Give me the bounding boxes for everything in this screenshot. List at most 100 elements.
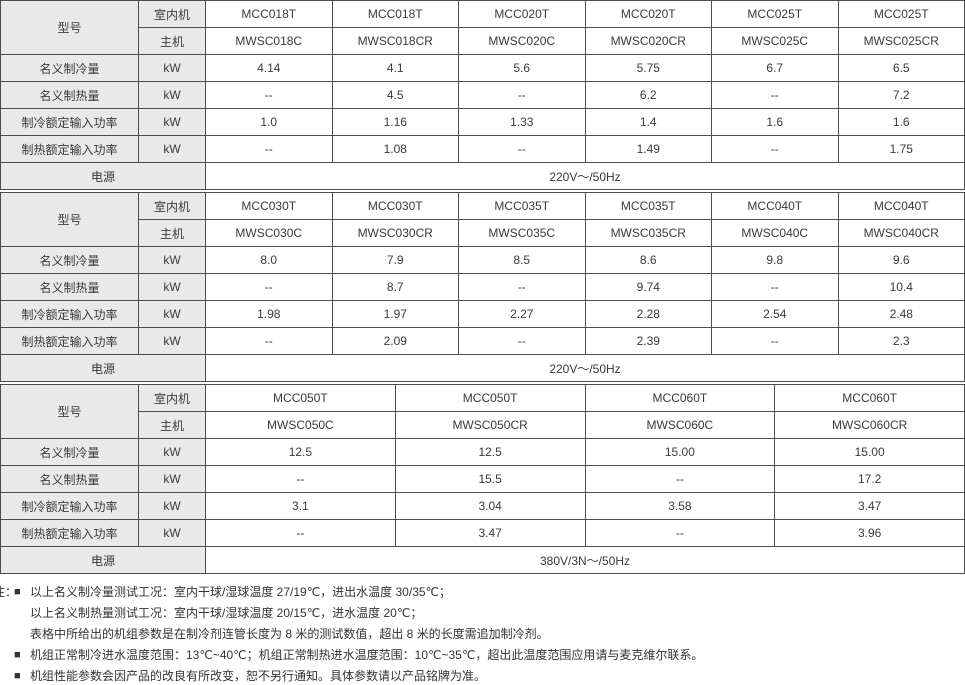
row-label-heating-input: 制热额定输入功率 <box>0 519 139 547</box>
value-cell: 1.6 <box>837 108 965 136</box>
row-label-heating: 名义制热量 <box>0 273 139 301</box>
table-row: 名义制热量 kW -- 15.5 -- 17.2 <box>0 465 965 493</box>
row-label-cooling: 名义制冷量 <box>0 54 139 82</box>
row-label-power: 电源 <box>0 546 206 574</box>
model-cell: MWSC060C <box>584 411 776 439</box>
model-cell: MCC060T <box>584 384 776 412</box>
model-cell: MCC050T <box>205 384 396 412</box>
table-row: 制热额定输入功率 kW -- 2.09 -- 2.39 -- 2.3 <box>0 327 965 355</box>
note-line: 注： ■ 以上名义制冷量测试工况：室内干球/湿球温度 27/19℃，进出水温度 … <box>0 582 965 603</box>
value-cell: 4.1 <box>331 54 459 82</box>
note-text: 机组性能参数会因产品的改良有所改变，恕不另行通知。具体参数请以产品铭牌为准。 <box>30 669 487 683</box>
row-label-cooling: 名义制冷量 <box>0 438 139 466</box>
model-cell: MWSC040CR <box>837 219 965 247</box>
model-cell: MWSC040C <box>711 219 839 247</box>
note-line: ■ 机组正常制冷进水温度范围：13℃~40℃；机组正常制热进水温度范围：10℃~… <box>0 645 965 666</box>
note-text: 表格中所给出的机组参数是在制冷剂连管长度为 8 米的测试数值，超出 8 米的长度… <box>30 627 549 641</box>
table-row: 制热额定输入功率 kW -- 1.08 -- 1.49 -- 1.75 <box>0 135 965 163</box>
power-value-cell: 220V～/50Hz <box>205 354 965 382</box>
table-row: 制冷额定输入功率 kW 1.98 1.97 2.27 2.28 2.54 2.4… <box>0 300 965 328</box>
value-cell: -- <box>711 273 839 301</box>
model-cell: MWSC020C <box>458 27 586 55</box>
row-label-power: 电源 <box>0 162 206 190</box>
row-label-power: 电源 <box>0 354 206 382</box>
table-row: 型号 室内机 MCC018T MCC018T MCC020T MCC020T M… <box>0 0 965 55</box>
value-cell: 7.2 <box>837 81 965 109</box>
value-cell: -- <box>205 135 333 163</box>
model-cell: MWSC050CR <box>394 411 586 439</box>
note-bullet: ■ <box>14 586 21 598</box>
value-cell: 15.5 <box>394 465 586 493</box>
unit-cell: kW <box>138 246 206 274</box>
row-label-cooling-input: 制冷额定输入功率 <box>0 300 139 328</box>
model-cell: MCC020T <box>458 0 586 28</box>
value-cell: 3.47 <box>774 492 965 520</box>
value-cell: 2.3 <box>837 327 965 355</box>
footnotes: 注： ■ 以上名义制冷量测试工况：室内干球/湿球温度 27/19℃，进出水温度 … <box>0 582 965 685</box>
value-cell: -- <box>205 327 333 355</box>
value-cell: 8.0 <box>205 246 333 274</box>
row-label-model: 型号 <box>0 192 139 247</box>
table-row: 电源 220V～/50Hz <box>0 354 965 382</box>
unit-cell: kW <box>138 54 206 82</box>
note-line: ■ 机组性能参数会因产品的改良有所改变，恕不另行通知。具体参数请以产品铭牌为准。 <box>0 666 965 685</box>
model-cell: MCC030T <box>331 192 459 220</box>
table-row: 制冷额定输入功率 kW 1.0 1.16 1.33 1.4 1.6 1.6 <box>0 108 965 136</box>
model-cell: MWSC018C <box>205 27 333 55</box>
power-value-cell: 220V～/50Hz <box>205 162 965 190</box>
unit-cell: kW <box>138 273 206 301</box>
model-cell: MWSC025C <box>711 27 839 55</box>
value-cell: -- <box>584 465 776 493</box>
value-cell: 6.7 <box>711 54 839 82</box>
spec-table-section-3: 型号 室内机 MCC050T MCC050T MCC060T MCC060T 主… <box>0 384 965 574</box>
value-cell: 15.00 <box>584 438 776 466</box>
value-cell: 12.5 <box>394 438 586 466</box>
table-row: 电源 220V～/50Hz <box>0 162 965 190</box>
model-cell: MCC018T <box>205 0 333 28</box>
value-cell: 1.75 <box>837 135 965 163</box>
table-row: 型号 室内机 MCC030T MCC030T MCC035T MCC035T M… <box>0 192 965 247</box>
value-cell: 4.14 <box>205 54 333 82</box>
unit-cell: kW <box>138 438 206 466</box>
unit-cell: kW <box>138 465 206 493</box>
value-cell: 6.5 <box>837 54 965 82</box>
value-cell: -- <box>711 135 839 163</box>
value-cell: -- <box>458 135 586 163</box>
unit-cell: kW <box>138 81 206 109</box>
model-cell: MWSC050C <box>205 411 396 439</box>
value-cell: 1.98 <box>205 300 333 328</box>
value-cell: 8.7 <box>331 273 459 301</box>
value-cell: 9.6 <box>837 246 965 274</box>
value-cell: -- <box>205 465 396 493</box>
value-cell: 8.6 <box>584 246 712 274</box>
value-cell: 15.00 <box>774 438 965 466</box>
note-bullet: ■ <box>14 670 21 682</box>
value-cell: 17.2 <box>774 465 965 493</box>
value-cell: -- <box>458 273 586 301</box>
row-label-main: 主机 <box>138 219 206 247</box>
value-cell: -- <box>205 519 396 547</box>
value-cell: 2.27 <box>458 300 586 328</box>
unit-cell: kW <box>138 108 206 136</box>
model-cell: MWSC030CR <box>331 219 459 247</box>
value-cell: -- <box>584 519 776 547</box>
value-cell: 2.28 <box>584 300 712 328</box>
value-cell: 1.16 <box>331 108 459 136</box>
row-label-heating-input: 制热额定输入功率 <box>0 327 139 355</box>
model-cell: MCC018T <box>331 0 459 28</box>
model-cell: MWSC035C <box>458 219 586 247</box>
value-cell: -- <box>458 81 586 109</box>
model-cell: MWSC035CR <box>584 219 712 247</box>
note-text: 以上名义制热量测试工况：室内干球/湿球温度 20/15℃，进水温度 20℃； <box>30 606 423 620</box>
row-label-model: 型号 <box>0 0 139 55</box>
row-label-main: 主机 <box>138 27 206 55</box>
note-line: 以上名义制热量测试工况：室内干球/湿球温度 20/15℃，进水温度 20℃； <box>0 603 965 624</box>
value-cell: 2.54 <box>711 300 839 328</box>
model-cell: MCC035T <box>584 192 712 220</box>
model-cell: MWSC060CR <box>774 411 965 439</box>
unit-cell: kW <box>138 135 206 163</box>
table-row: 名义制冷量 kW 4.14 4.1 5.6 5.75 6.7 6.5 <box>0 54 965 82</box>
value-cell: 9.8 <box>711 246 839 274</box>
model-cell: MWSC025CR <box>837 27 965 55</box>
value-cell: 2.48 <box>837 300 965 328</box>
